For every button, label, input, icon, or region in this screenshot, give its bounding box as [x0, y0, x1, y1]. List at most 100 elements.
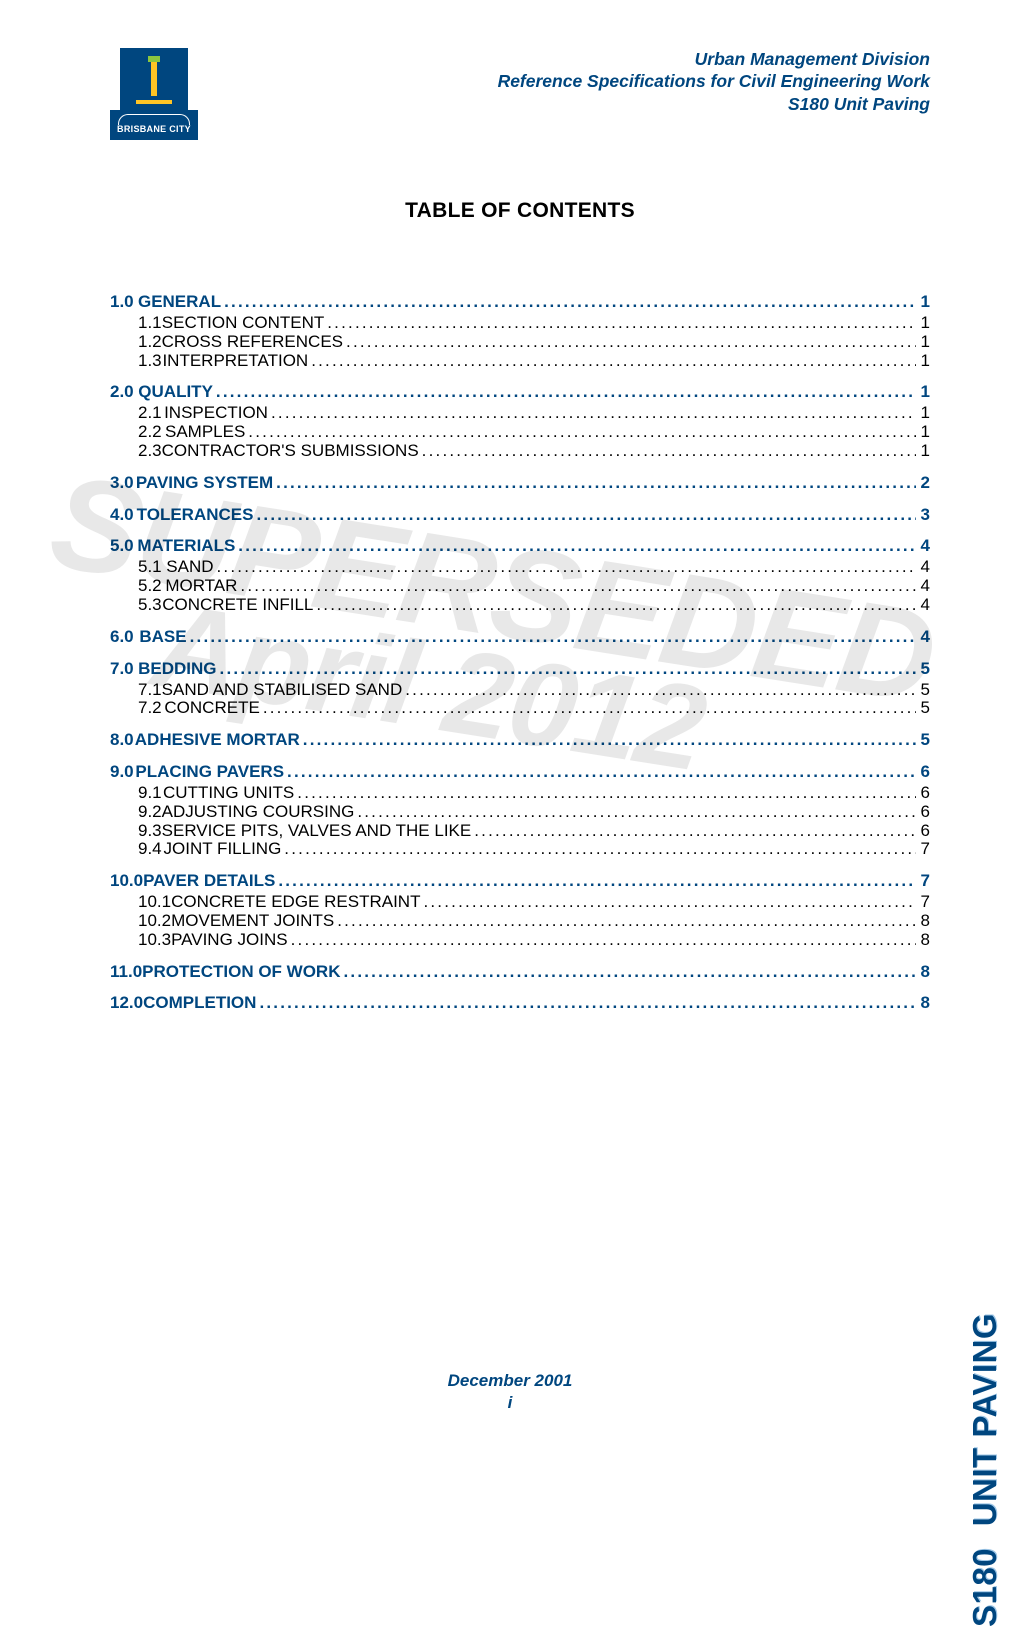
- toc-dot-leader: [220, 660, 916, 678]
- toc-entry-label: INTERPRETATION: [162, 352, 308, 370]
- toc-entry-page: 5: [919, 699, 930, 717]
- toc-entry-page: 1: [919, 314, 930, 332]
- toc-entry-page: 6: [919, 803, 930, 821]
- toc-dot-leader: [343, 963, 915, 981]
- toc-entry-number: 1.0: [110, 293, 138, 311]
- toc-entry-number: 7.2: [138, 699, 164, 717]
- toc-dot-leader: [276, 474, 915, 492]
- toc-entry-page: 8: [919, 994, 930, 1012]
- toc-entry-number: 10.2: [138, 912, 171, 930]
- toc-entry-label: CONTRACTOR'S SUBMISSIONS: [162, 442, 419, 460]
- toc-section-row: 9.0PLACING PAVERS6: [110, 763, 930, 781]
- toc-entry-page: 5: [919, 731, 930, 749]
- toc-dot-leader: [474, 822, 915, 840]
- toc-entry-page: 6: [919, 822, 930, 840]
- logo-org-label: BRISBANE CITY: [117, 124, 191, 134]
- toc-entry-label: PAVER DETAILS: [143, 872, 275, 890]
- toc-section-row: 7.0BEDDING5: [110, 660, 930, 678]
- footer-date: December 2001: [448, 1371, 573, 1390]
- toc-dot-leader: [405, 681, 915, 699]
- side-tab: S180 UNIT PAVING: [966, 1313, 1004, 1627]
- toc-section-row: 5.0MATERIALS4: [110, 537, 930, 555]
- toc-dot-leader: [422, 442, 916, 460]
- toc-dot-leader: [297, 784, 915, 802]
- toc-entry-page: 1: [919, 293, 930, 311]
- toc-entry-number: 5.1: [138, 558, 166, 576]
- toc-entry-label: BASE: [139, 628, 186, 646]
- toc-entry-page: 7: [919, 840, 930, 858]
- toc-entry-page: 7: [919, 872, 930, 890]
- toc-entry-label: SAND AND STABILISED SAND: [162, 681, 403, 699]
- toc-subsection-row: 2.1INSPECTION1: [110, 404, 930, 422]
- toc-subsection-row: 10.3PAVING JOINS 8: [110, 931, 930, 949]
- toc-dot-leader: [240, 577, 915, 595]
- toc-subsection-row: 5.3CONCRETE INFILL4: [110, 596, 930, 614]
- toc-dot-leader: [346, 333, 916, 351]
- toc-subsection-row: 7.2CONCRETE5: [110, 699, 930, 717]
- footer-page-number: i: [0, 1393, 1020, 1413]
- toc-section-row: 10.0PAVER DETAILS 7: [110, 872, 930, 890]
- toc-dot-leader: [311, 352, 915, 370]
- side-tab-name: UNIT PAVING: [966, 1313, 1003, 1526]
- toc-entry-label: CONCRETE EDGE RESTRAINT: [171, 893, 420, 911]
- toc-entry-page: 6: [919, 784, 930, 802]
- toc-entry-label: SECTION CONTENT: [162, 314, 324, 332]
- toc-entry-label: PAVING JOINS: [171, 931, 288, 949]
- toc-entry-page: 7: [919, 893, 930, 911]
- toc-entry-page: 1: [919, 423, 930, 441]
- toc-entry-page: 8: [919, 963, 930, 981]
- toc-subsection-row: 1.1SECTION CONTENT1: [110, 314, 930, 332]
- toc-entry-label: PAVING SYSTEM: [136, 474, 273, 492]
- toc-entry-number: 10.0: [110, 872, 143, 890]
- toc-subsection-row: 5.1SAND4: [110, 558, 930, 576]
- toc-dot-leader: [259, 994, 915, 1012]
- toc-entry-number: 9.3: [138, 822, 162, 840]
- toc-section-row: 3.0PAVING SYSTEM2: [110, 474, 930, 492]
- logo-emblem: [120, 48, 188, 110]
- logo-bridge-icon: [118, 114, 190, 125]
- toc-entry-page: 4: [919, 577, 930, 595]
- toc-entry-label: SAMPLES: [165, 423, 245, 441]
- logo-band: BRISBANE CITY: [110, 110, 198, 140]
- toc-entry-number: 2.0: [110, 383, 138, 401]
- toc-entry-page: 1: [919, 333, 930, 351]
- toc-section-row: 8.0ADHESIVE MORTAR5: [110, 731, 930, 749]
- toc-entry-label: PLACING PAVERS: [135, 763, 284, 781]
- toc-entry-label: MATERIALS: [137, 537, 235, 555]
- toc-entry-number: 2.1: [138, 404, 164, 422]
- toc-entry-page: 8: [919, 931, 930, 949]
- toc-entry-label: SAND: [166, 558, 213, 576]
- toc-entry-label: GENERAL: [138, 293, 221, 311]
- toc-entry-label: COMPLETION: [143, 994, 256, 1012]
- toc-subsection-row: 7.1SAND AND STABILISED SAND5: [110, 681, 930, 699]
- toc-entry-number: 4.0: [110, 506, 137, 524]
- toc-entry-label: JOINT FILLING: [164, 840, 282, 858]
- toc-entry-label: CROSS REFERENCES: [162, 333, 343, 351]
- table-of-contents: 1.0GENERAL11.1SECTION CONTENT11.2CROSS R…: [110, 293, 930, 1012]
- toc-entry-label: INSPECTION: [164, 404, 268, 422]
- toc-entry-number: 8.0: [110, 731, 135, 749]
- toc-entry-number: 9.0: [110, 763, 135, 781]
- toc-dot-leader: [284, 840, 915, 858]
- toc-entry-number: 10.3: [138, 931, 171, 949]
- toc-entry-label: TOLERANCES: [137, 506, 254, 524]
- toc-dot-leader: [357, 803, 915, 821]
- toc-dot-leader: [287, 763, 916, 781]
- toc-subsection-row: 1.3INTERPRETATION1: [110, 352, 930, 370]
- toc-subsection-row: 2.3CONTRACTOR'S SUBMISSIONS1: [110, 442, 930, 460]
- logo-tower-icon: [151, 62, 157, 96]
- toc-dot-leader: [337, 912, 915, 930]
- side-tab-code: S180: [966, 1548, 1003, 1627]
- toc-section-row: 11.0PROTECTION OF WORK8: [110, 963, 930, 981]
- toc-entry-page: 4: [919, 628, 930, 646]
- page-header: BRISBANE CITY Urban Management Division …: [110, 48, 930, 144]
- toc-entry-number: 2.2: [138, 423, 165, 441]
- toc-entry-label: CUTTING UNITS: [163, 784, 294, 802]
- toc-subsection-row: 9.3SERVICE PITS, VALVES AND THE LIKE6: [110, 822, 930, 840]
- toc-dot-leader: [216, 383, 916, 401]
- toc-entry-number: 1.2: [138, 333, 162, 351]
- toc-entry-number: 7.1: [138, 681, 162, 699]
- toc-subsection-row: 2.2SAMPLES 1: [110, 423, 930, 441]
- toc-entry-number: 2.3: [138, 442, 162, 460]
- toc-entry-number: 9.4: [138, 840, 164, 858]
